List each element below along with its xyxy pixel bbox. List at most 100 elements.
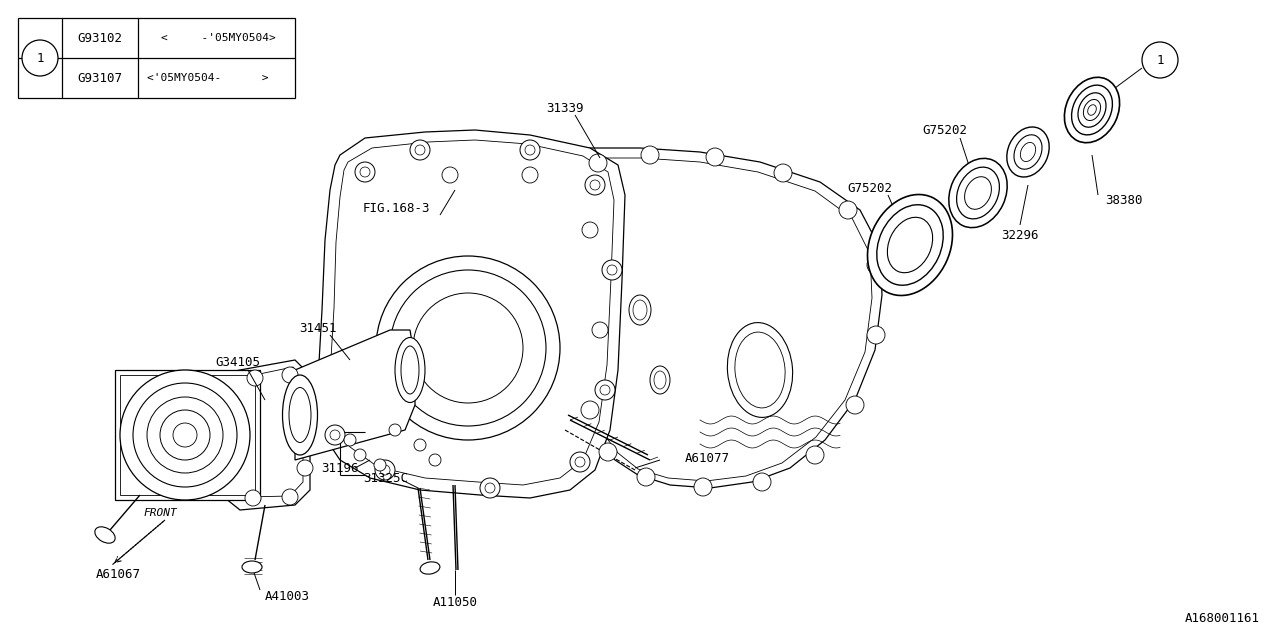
Circle shape	[297, 460, 314, 476]
Ellipse shape	[95, 527, 115, 543]
Ellipse shape	[868, 195, 952, 296]
Ellipse shape	[283, 375, 317, 455]
Circle shape	[282, 367, 298, 383]
Circle shape	[707, 148, 724, 166]
Circle shape	[147, 397, 223, 473]
Ellipse shape	[965, 177, 992, 209]
Circle shape	[120, 370, 250, 500]
Circle shape	[389, 424, 401, 436]
Ellipse shape	[887, 217, 933, 273]
Circle shape	[415, 145, 425, 155]
Text: 38380: 38380	[1105, 193, 1143, 207]
Text: 1: 1	[1156, 54, 1164, 67]
Circle shape	[330, 430, 340, 440]
Circle shape	[442, 167, 458, 183]
Circle shape	[570, 452, 590, 472]
Circle shape	[600, 385, 611, 395]
Text: 31339: 31339	[547, 102, 584, 115]
Text: 1: 1	[36, 51, 44, 65]
Polygon shape	[330, 140, 614, 485]
Ellipse shape	[654, 371, 666, 389]
Ellipse shape	[1088, 105, 1096, 115]
Circle shape	[846, 396, 864, 414]
Circle shape	[413, 439, 426, 451]
Ellipse shape	[242, 561, 262, 573]
Ellipse shape	[1007, 127, 1050, 177]
Text: 31325C: 31325C	[364, 472, 408, 484]
Bar	[18, 18, 294, 98]
Circle shape	[838, 201, 858, 219]
Ellipse shape	[727, 323, 792, 417]
Text: A61077: A61077	[685, 451, 730, 465]
Ellipse shape	[1078, 93, 1106, 127]
Circle shape	[410, 140, 430, 160]
Circle shape	[380, 465, 390, 475]
Circle shape	[355, 162, 375, 182]
Circle shape	[806, 446, 824, 464]
Ellipse shape	[1020, 143, 1036, 161]
Circle shape	[375, 460, 396, 480]
Circle shape	[599, 443, 617, 461]
Circle shape	[160, 410, 210, 460]
Ellipse shape	[650, 366, 669, 394]
Circle shape	[390, 270, 547, 426]
Circle shape	[641, 146, 659, 164]
Ellipse shape	[1071, 85, 1112, 135]
Circle shape	[376, 256, 561, 440]
Ellipse shape	[1083, 99, 1101, 120]
Ellipse shape	[628, 295, 652, 325]
Circle shape	[590, 180, 600, 190]
Circle shape	[22, 40, 58, 76]
Text: A41003: A41003	[265, 591, 310, 604]
Ellipse shape	[735, 332, 785, 408]
Circle shape	[200, 400, 216, 416]
Circle shape	[694, 478, 712, 496]
Circle shape	[607, 265, 617, 275]
Polygon shape	[317, 130, 625, 498]
Text: G93102: G93102	[78, 31, 123, 45]
Circle shape	[582, 222, 598, 238]
Circle shape	[589, 154, 607, 172]
Circle shape	[282, 489, 298, 505]
Circle shape	[173, 423, 197, 447]
Circle shape	[867, 256, 884, 274]
Circle shape	[247, 370, 262, 386]
Circle shape	[637, 468, 655, 486]
Circle shape	[581, 401, 599, 419]
Circle shape	[867, 326, 884, 344]
Polygon shape	[294, 330, 415, 460]
Ellipse shape	[1014, 135, 1042, 169]
Bar	[115, 370, 260, 500]
Circle shape	[585, 175, 605, 195]
Text: 31196: 31196	[321, 461, 358, 474]
Circle shape	[595, 380, 614, 400]
Text: FIG.168-3: FIG.168-3	[362, 202, 430, 214]
Text: G75202: G75202	[847, 182, 892, 195]
Circle shape	[413, 293, 524, 403]
Text: A168001161: A168001161	[1185, 612, 1260, 625]
Text: A11050: A11050	[433, 595, 477, 609]
Circle shape	[575, 457, 585, 467]
Circle shape	[591, 322, 608, 338]
Ellipse shape	[401, 346, 419, 394]
Circle shape	[774, 164, 792, 182]
Text: FRONT: FRONT	[143, 508, 177, 518]
Polygon shape	[210, 367, 303, 497]
Ellipse shape	[420, 562, 440, 574]
Ellipse shape	[948, 158, 1007, 228]
Circle shape	[360, 167, 370, 177]
Circle shape	[429, 454, 442, 466]
Text: 32296: 32296	[1001, 228, 1039, 241]
Ellipse shape	[956, 167, 1000, 219]
Circle shape	[1142, 42, 1178, 78]
Circle shape	[244, 490, 261, 506]
Circle shape	[480, 478, 500, 498]
Polygon shape	[572, 148, 882, 488]
Circle shape	[355, 449, 366, 461]
Ellipse shape	[1065, 77, 1120, 143]
Circle shape	[485, 483, 495, 493]
Polygon shape	[580, 158, 872, 481]
Text: G93107: G93107	[78, 72, 123, 84]
Circle shape	[522, 167, 538, 183]
Circle shape	[344, 434, 356, 446]
